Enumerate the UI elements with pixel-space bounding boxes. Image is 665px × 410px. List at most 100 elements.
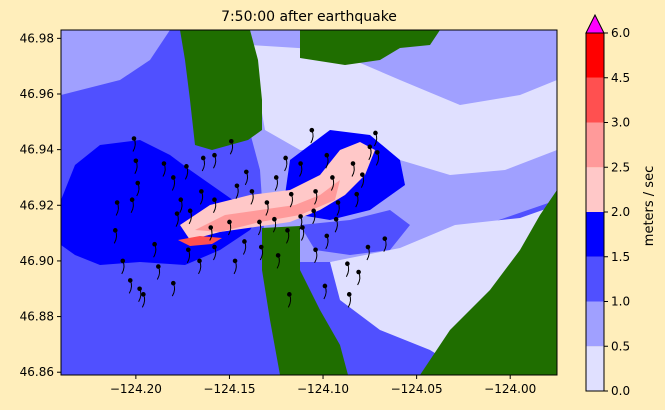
- particle-marker: [185, 247, 191, 253]
- particle-marker: [375, 150, 380, 155]
- particle-marker: [242, 239, 247, 244]
- colorbar-extend-arrow: [585, 13, 605, 34]
- particle-marker: [127, 278, 133, 283]
- particle-marker: [208, 225, 214, 230]
- y-tick-label: 46.92: [20, 198, 54, 212]
- colorbar-segment: [586, 77, 604, 123]
- particle-marker: [137, 286, 142, 292]
- particle-marker: [229, 138, 234, 144]
- particle-marker: [373, 130, 378, 136]
- colorbar-tick-label: 4.5: [611, 71, 630, 85]
- particle-marker: [311, 208, 316, 214]
- particle-marker: [273, 175, 279, 180]
- particle-marker: [174, 211, 180, 216]
- colorbar-segments: [586, 33, 604, 391]
- y-tick-label: 46.94: [20, 143, 54, 157]
- y-tick-label: 46.86: [20, 365, 54, 379]
- particle-marker: [333, 216, 339, 222]
- particle-marker: [298, 161, 303, 166]
- colorbar-tick-label: 2.5: [611, 160, 630, 174]
- land-north-spit: [180, 30, 262, 150]
- colorbar-segment: [586, 212, 604, 257]
- particle-marker: [249, 189, 255, 194]
- particle-marker: [313, 189, 318, 194]
- colorbar-tick-label: 6.0: [611, 26, 630, 40]
- speed-contour-salmon-channel: [195, 180, 340, 232]
- colorbar: 0.0 0.5 1.0 1.5 2.0 2.5 3.0 4.5 6.0 meters / sec: [585, 13, 657, 398]
- particle-marker: [200, 155, 206, 161]
- particle-marker: [171, 175, 176, 180]
- y-tick-label: 46.88: [20, 310, 54, 324]
- particle-marker: [288, 191, 294, 197]
- x-tick-label: −124.15: [203, 382, 255, 396]
- particle-marker: [227, 219, 232, 225]
- particle-marker: [335, 200, 341, 205]
- particle-marker: [356, 269, 361, 275]
- particle-marker: [346, 292, 352, 297]
- colorbar-segment: [586, 122, 604, 168]
- particle-marker: [171, 280, 176, 286]
- colorbar-segment: [586, 346, 604, 391]
- x-tick-label: −124.00: [484, 382, 536, 396]
- particle-marker: [382, 236, 388, 241]
- colorbar-tick-label: 3.0: [611, 116, 630, 130]
- land-areas: [180, 30, 557, 375]
- particle-marker: [367, 144, 373, 150]
- particle-marker: [234, 183, 240, 189]
- particle-marker: [135, 180, 141, 186]
- x-tick-label: −124.10: [297, 382, 349, 396]
- particle-marker: [212, 244, 217, 250]
- colorbar-label: meters / sec: [642, 166, 657, 246]
- y-tick-label: 46.90: [20, 254, 54, 268]
- particle-marker: [212, 197, 217, 203]
- x-axis: −124.20 −124.15 −124.10 −124.05 −124.00: [110, 375, 536, 396]
- colorbar-tick-label: 0.0: [611, 384, 630, 398]
- particle-marker: [285, 228, 290, 233]
- particle-marker: [354, 191, 360, 197]
- particle-marker: [324, 152, 330, 158]
- colorbar-tick-label: 0.5: [611, 339, 630, 353]
- speed-contour-pale-region-west: [61, 30, 170, 95]
- land-south-spit: [262, 226, 348, 375]
- particle-marker: [258, 244, 264, 250]
- y-tick-label: 46.98: [20, 31, 54, 45]
- colorbar-tick-label: 1.0: [611, 295, 630, 309]
- colorbar-tick-label: 2.0: [611, 205, 630, 219]
- particle-marker: [243, 169, 249, 175]
- particle-marker: [184, 164, 189, 169]
- particle-marker: [365, 244, 371, 250]
- particle-marker: [232, 258, 238, 264]
- particle-marker: [287, 292, 292, 297]
- particle-marker: [156, 264, 161, 269]
- particle-marker: [161, 161, 167, 166]
- colorbar-segment: [586, 167, 604, 212]
- particle-marker: [324, 233, 330, 239]
- x-tick-label: −124.05: [391, 382, 443, 396]
- particle-marker: [330, 175, 335, 180]
- particle-marker: [141, 292, 146, 297]
- colorbar-ticks: 0.0 0.5 1.0 1.5 2.0 2.5 3.0 4.5 6.0: [604, 26, 630, 398]
- x-tick-label: −124.20: [110, 382, 162, 396]
- particle-marker: [264, 200, 270, 205]
- particle-marker: [114, 200, 120, 205]
- particle-marker: [298, 214, 303, 219]
- y-axis: 46.86 46.88 46.90 46.92 46.94 46.96 46.98: [20, 31, 61, 379]
- particle-marker: [197, 258, 202, 264]
- plot-area: −124.20 −124.15 −124.10 −124.05 −124.00 46.8…: [20, 29, 558, 396]
- particle-marker: [275, 253, 281, 258]
- particle-marker: [112, 228, 118, 233]
- axes-frame: [60, 29, 558, 376]
- particle-tracks: [112, 127, 388, 308]
- chart-title: 7:50:00 after earthquake: [221, 9, 397, 25]
- particle-marker: [152, 241, 157, 247]
- particle-marker: [360, 172, 365, 177]
- particle-marker: [309, 127, 315, 133]
- particle-marker: [120, 258, 126, 264]
- particle-marker: [199, 189, 204, 194]
- particle-marker: [212, 152, 217, 158]
- particle-marker: [133, 158, 139, 164]
- particle-marker: [345, 261, 350, 267]
- colorbar-segment: [586, 301, 604, 347]
- particle-marker: [178, 197, 184, 203]
- particle-marker: [322, 283, 328, 289]
